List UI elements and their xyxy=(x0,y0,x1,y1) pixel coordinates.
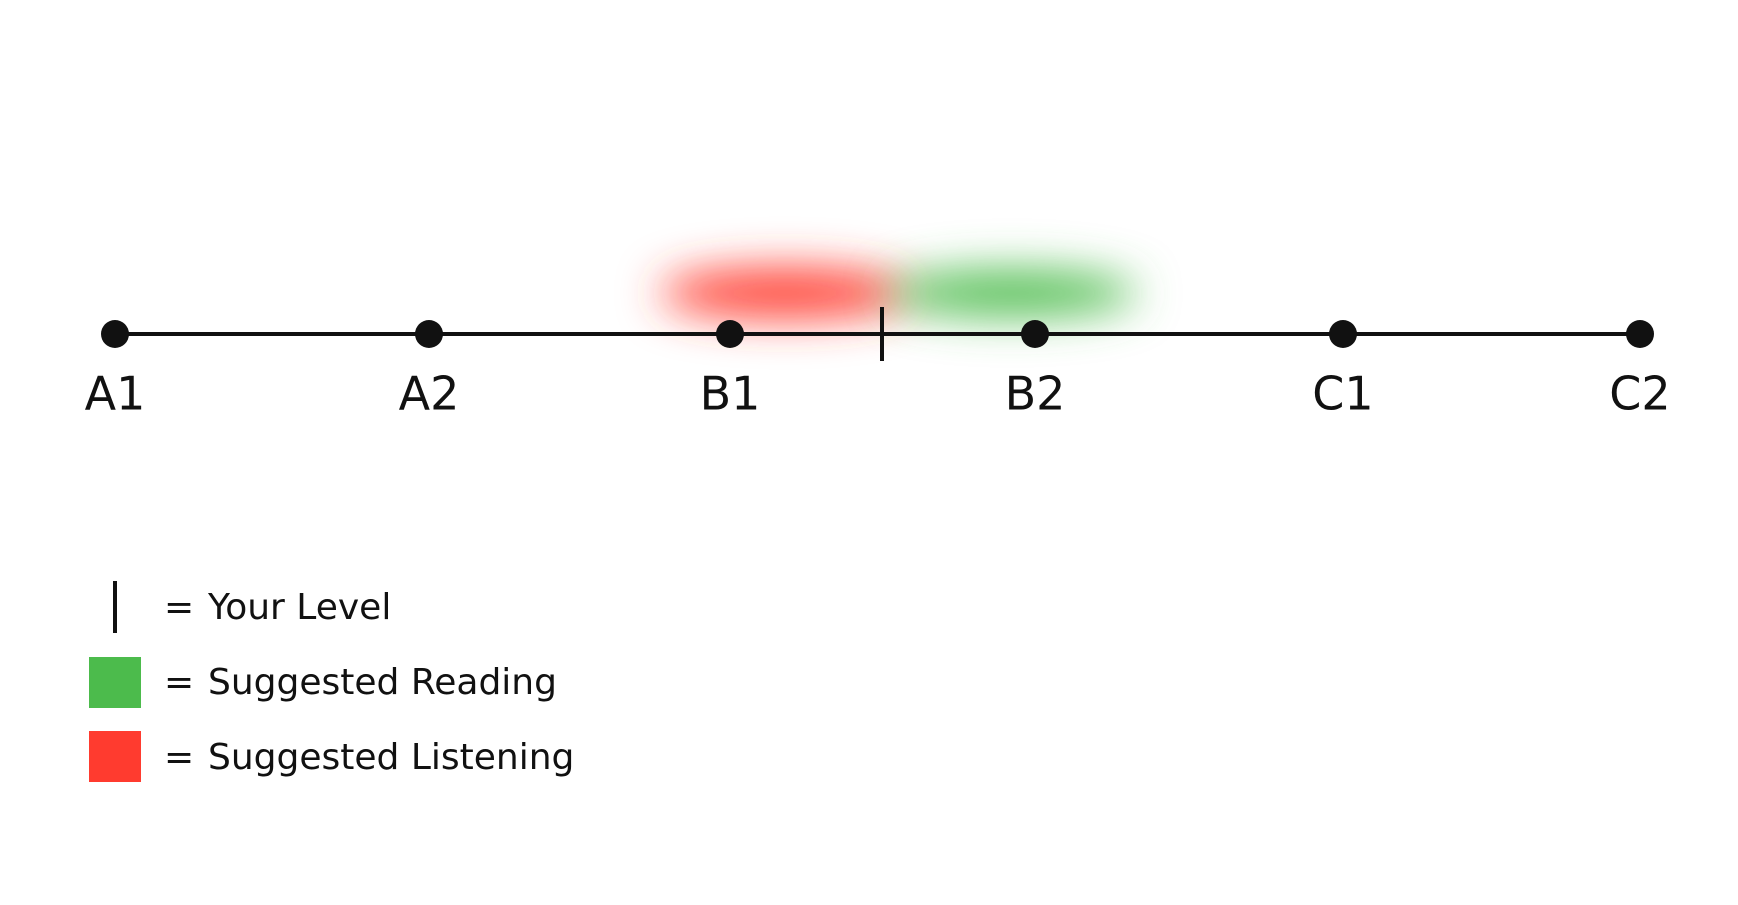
level-dot xyxy=(1329,320,1357,348)
level-label: B2 xyxy=(1005,367,1066,421)
legend-equals: = xyxy=(164,737,194,778)
legend-label: Suggested Reading xyxy=(208,662,557,703)
level-dot xyxy=(415,320,443,348)
listening-range xyxy=(660,269,910,317)
level-label: C1 xyxy=(1312,367,1373,421)
reading-range xyxy=(887,271,1137,315)
legend-green-swatch xyxy=(89,657,141,708)
legend-label: Suggested Listening xyxy=(208,737,574,778)
level-dot xyxy=(716,320,744,348)
legend-equals: = xyxy=(164,662,194,703)
level-dot xyxy=(101,320,129,348)
level-label: C2 xyxy=(1609,367,1670,421)
level-dot xyxy=(1021,320,1049,348)
level-label: A2 xyxy=(399,367,460,421)
level-label: A1 xyxy=(85,367,146,421)
legend-label: Your Level xyxy=(207,587,391,628)
level-label: B1 xyxy=(700,367,761,421)
level-dot xyxy=(1626,320,1654,348)
legend-equals: = xyxy=(164,587,194,628)
legend-red-swatch xyxy=(89,731,141,782)
